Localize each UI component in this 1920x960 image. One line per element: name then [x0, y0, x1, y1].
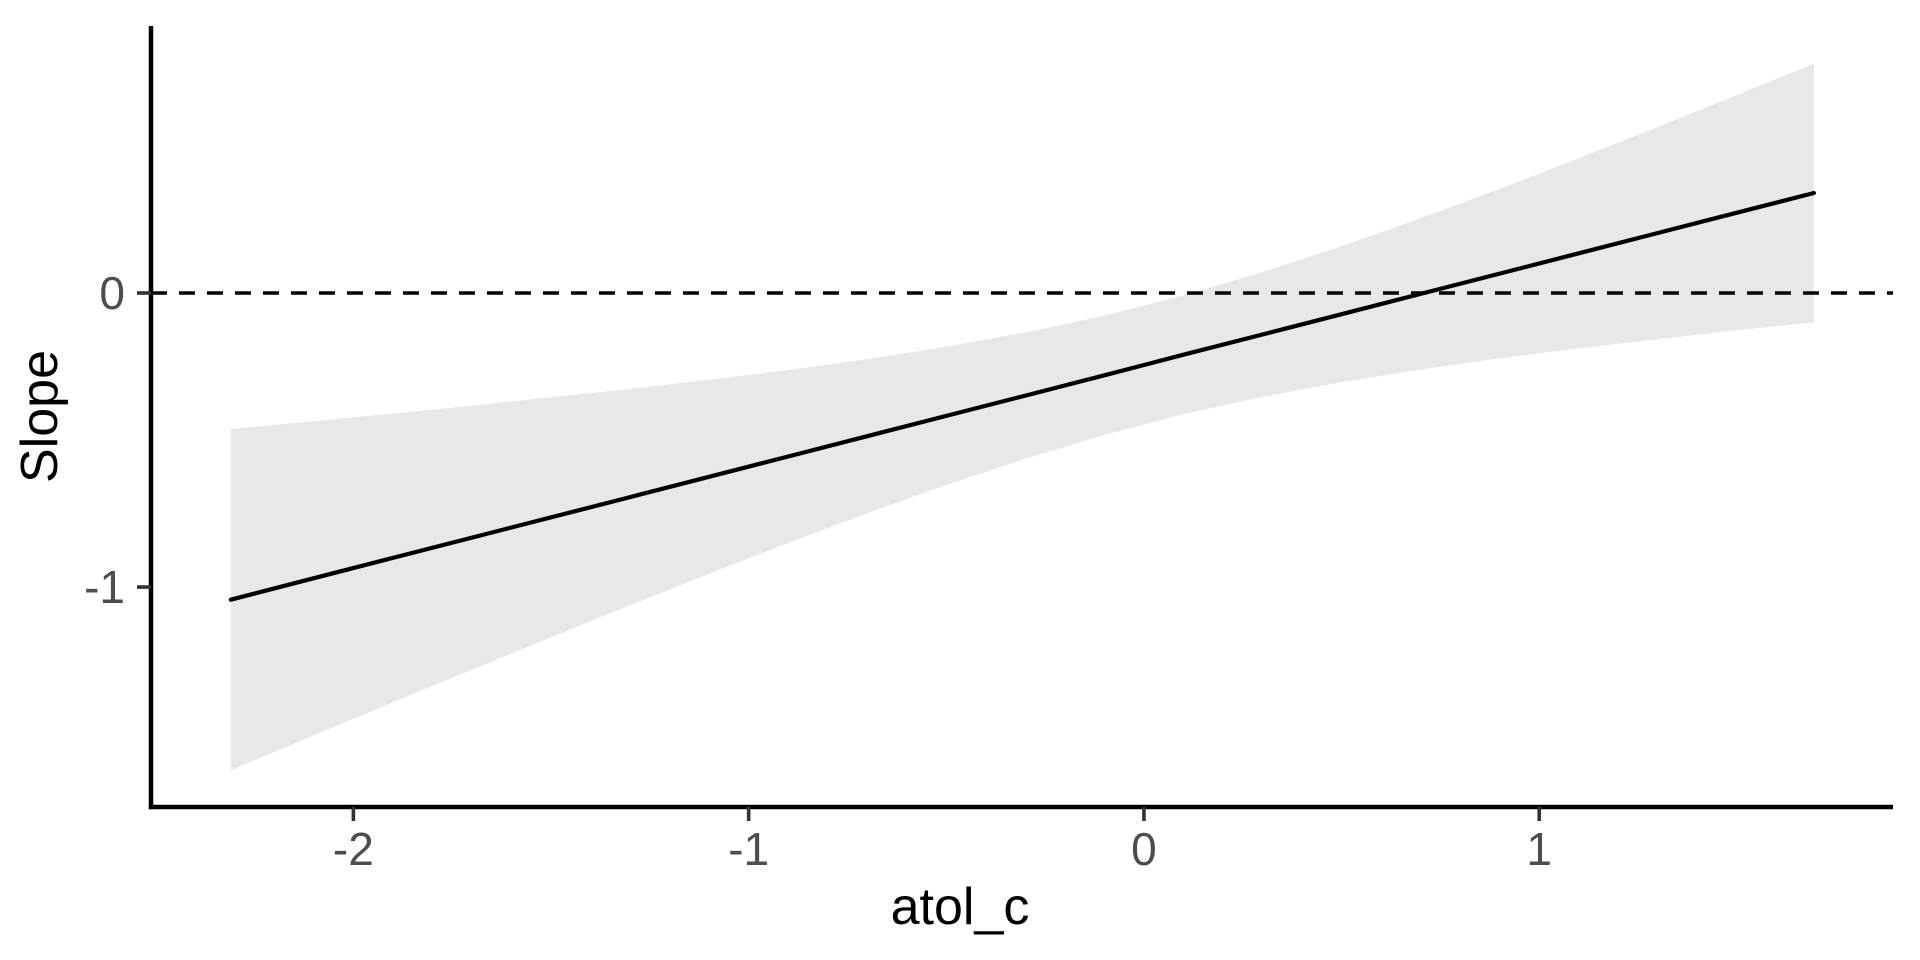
x-axis-ticks: -2 -1 0 1	[333, 807, 1552, 875]
x-axis-title: atol_c	[891, 878, 1030, 936]
y-tick-label: -1	[84, 561, 125, 613]
confidence-ribbon	[230, 63, 1814, 771]
x-tick-label: -1	[728, 823, 769, 875]
x-tick-label: -2	[333, 823, 374, 875]
y-tick-label: 0	[99, 267, 125, 319]
y-axis-title: Slope	[11, 350, 69, 483]
x-tick-label: 1	[1526, 823, 1552, 875]
x-tick-label: 0	[1131, 823, 1157, 875]
y-axis-ticks: 0 -1	[84, 267, 151, 613]
regression-line	[228, 190, 1816, 602]
